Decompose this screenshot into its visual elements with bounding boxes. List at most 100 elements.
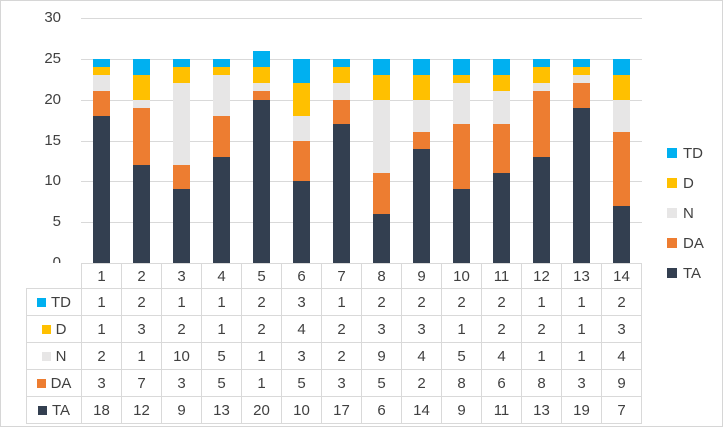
bar-segment-td: [93, 59, 110, 67]
data-table: 1 2 3 4 5 6 7 8 9 10 11 12 13 14 TD 1 2 1 1 2 3 1 2 2 2 2 1 1 2 D 1 3 2 1…: [26, 263, 642, 424]
bar-segment-da: [93, 91, 110, 116]
table-value-cell: 1: [201, 315, 242, 343]
table-value-cell: 12: [121, 396, 162, 424]
bar-segment-ta: [573, 108, 590, 263]
table-value-cell: 1: [121, 342, 162, 370]
table-value-cell: 2: [481, 288, 522, 316]
table-value-cell: 17: [321, 396, 362, 424]
legend: TD D N DA TA: [667, 144, 704, 282]
gridline: [81, 59, 642, 60]
y-tick-label: 30: [44, 9, 61, 26]
bar-segment-da: [373, 173, 390, 214]
table-value-cell: 3: [281, 288, 322, 316]
table-value-cell: 1: [561, 315, 602, 343]
table-value-cell: 1: [561, 288, 602, 316]
bar-segment-n: [453, 83, 470, 124]
legend-label: N: [683, 204, 694, 222]
bar-segment-n: [293, 116, 310, 141]
bar-segment-n: [213, 75, 230, 116]
bar-segment-ta: [453, 189, 470, 263]
table-value-cell: 1: [81, 315, 122, 343]
bar-segment-ta: [613, 206, 630, 263]
bar-segment-n: [133, 100, 150, 108]
series-key-swatch-icon: [37, 405, 47, 415]
series-key-swatch-icon: [36, 378, 46, 388]
bar-segment-n: [413, 100, 430, 132]
bar-segment-da: [613, 132, 630, 206]
category-header-cell: 7: [321, 263, 362, 289]
series-key-cell: D: [26, 315, 82, 343]
series-key-label: DA: [50, 374, 72, 392]
table-value-cell: 5: [201, 369, 242, 397]
table-value-cell: 5: [281, 369, 322, 397]
bar-segment-td: [533, 59, 550, 67]
gridline: [81, 18, 642, 19]
table-value-cell: 2: [241, 315, 282, 343]
table-value-cell: 3: [81, 369, 122, 397]
y-tick-label: 25: [44, 50, 61, 67]
category-header-cell: 6: [281, 263, 322, 289]
table-value-cell: 13: [521, 396, 562, 424]
bar-segment-td: [293, 59, 310, 83]
table-value-cell: 3: [401, 315, 442, 343]
table-value-cell: 1: [241, 342, 282, 370]
legend-swatch-icon: [667, 178, 677, 188]
bar-segment-td: [413, 59, 430, 75]
table-header-row: 1 2 3 4 5 6 7 8 9 10 11 12 13 14: [27, 263, 642, 289]
legend-item-da: DA: [667, 234, 704, 252]
table-value-cell: 5: [361, 369, 402, 397]
table-value-cell: 2: [401, 369, 442, 397]
legend-label: TD: [683, 144, 703, 162]
legend-swatch-icon: [667, 208, 677, 218]
series-key-cell: TA: [26, 396, 82, 424]
table-value-cell: 1: [201, 288, 242, 316]
y-tick-label: 20: [44, 91, 61, 108]
series-key-cell: TD: [26, 288, 82, 316]
bar-segment-ta: [253, 100, 270, 263]
bar-segment-ta: [133, 165, 150, 263]
category-header-cell: 10: [441, 263, 482, 289]
table-value-cell: 5: [201, 342, 242, 370]
table-value-cell: 1: [521, 342, 562, 370]
table-value-cell: 9: [161, 396, 202, 424]
bar-segment-n: [533, 83, 550, 91]
legend-item-d: D: [667, 174, 704, 192]
series-key-label: D: [55, 320, 67, 338]
bar-segment-d: [293, 83, 310, 116]
table-value-cell: 1: [321, 288, 362, 316]
category-header-cell: 13: [561, 263, 602, 289]
bar-segment-n: [173, 83, 190, 165]
series-key-swatch-icon: [41, 324, 51, 334]
gridline: [81, 222, 642, 223]
table-corner-cell: [27, 264, 82, 289]
table-row-ta: TA 18 12 9 13 20 10 17 6 14 9 11 13 19 7: [26, 396, 642, 424]
bar-segment-d: [453, 75, 470, 83]
table-value-cell: 18: [81, 396, 122, 424]
category-header-cell: 2: [121, 263, 162, 289]
bar-segment-ta: [413, 149, 430, 263]
table-value-cell: 10: [161, 342, 202, 370]
table-value-cell: 8: [521, 369, 562, 397]
table-value-cell: 10: [281, 396, 322, 424]
bar-segment-td: [453, 59, 470, 75]
category-header-cell: 4: [201, 263, 242, 289]
table-value-cell: 6: [481, 369, 522, 397]
table-row-n: N 2 1 10 5 1 3 2 9 4 5 4 1 1 4: [26, 342, 642, 370]
table-value-cell: 7: [121, 369, 162, 397]
table-value-cell: 2: [481, 315, 522, 343]
table-value-cell: 2: [521, 315, 562, 343]
bar-segment-da: [213, 116, 230, 157]
bar-segment-d: [253, 67, 270, 83]
gridline: [81, 100, 642, 101]
bar-segment-ta: [333, 124, 350, 263]
y-tick-label: 5: [52, 213, 61, 230]
category-header-cell: 12: [521, 263, 562, 289]
table-value-cell: 3: [121, 315, 162, 343]
table-value-cell: 2: [401, 288, 442, 316]
table-value-cell: 8: [441, 369, 482, 397]
bar-segment-ta: [373, 214, 390, 263]
category-header-cell: 14: [601, 263, 642, 289]
plot-area: [81, 18, 642, 263]
bar-segment-d: [93, 67, 110, 75]
